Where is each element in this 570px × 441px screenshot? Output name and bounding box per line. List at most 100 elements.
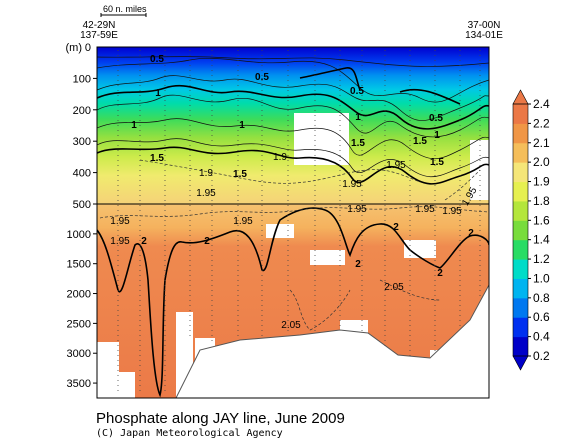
y-tick-500-label: 500 [73,199,91,211]
colorbar-swatch [513,123,528,144]
contour-labels: 0.5 0.5 0.5 0.5 1 1 1 1 1 1.5 1.5 1.5 1.… [110,54,479,331]
contour-label-0-5c: 0.5 [350,86,364,97]
colorbar-swatch [513,278,528,299]
colorbar-swatch [513,162,528,183]
colorbar-label: 1.8 [533,194,550,208]
contour-label-0-5b: 0.5 [255,72,269,83]
colorbar-swatch [513,142,528,163]
contour-label-2c: 2 [355,259,361,270]
colorbar-swatch [513,181,528,202]
station-header: 60 n. miles 42-29N 137-59E 37-00N 134-01… [80,4,503,41]
colorbar-label: 1.0 [533,271,550,285]
colorbar-label: 2.2 [533,116,550,130]
contour-label-2f: 2 [468,228,474,239]
contour-label-1-95c: 1.95 [386,160,406,171]
colorbar-swatch [513,297,528,318]
contour-label-1-95b: 1.95 [342,179,362,190]
colorbar-frame [512,103,529,357]
y-tick-0-label: 0 [85,42,91,54]
contour-label-1b: 1 [239,120,245,131]
upper-contours-bold [97,67,489,185]
y-tick-3500-label: 3500 [67,378,91,390]
colorbar-swatch [513,317,528,338]
y-tick-300-label: 300 [73,136,91,148]
colorbar-swatch [513,200,528,221]
lower-contours-bold [97,207,489,398]
colorbar-label: 1.9 [533,175,550,189]
contour-label-1d: 1 [434,130,440,141]
chart-title: Phosphate along JAY line, June 2009 [96,410,345,427]
contour-label-1-5e: 1.5 [413,136,427,147]
no-data-areas [97,113,489,398]
station-sample-dots [117,50,481,395]
left-station-lat: 42-29N [83,20,116,31]
svg-text:0.5: 0.5 [150,54,164,65]
contour-label-1-5b: 1.5 [233,169,247,180]
y-tick-3000-label: 3000 [67,348,91,360]
contour-label-1-5a: 1.5 [150,153,164,164]
contour-label-1a: 1 [155,88,161,99]
contour-label-1c: 1 [355,112,361,123]
y-tick-2000-label: 2000 [67,289,91,301]
contour-label-2e: 2 [393,222,399,233]
colorbar-label: 2.0 [533,155,550,169]
contour-label-2-05b: 2.05 [281,320,301,331]
contour-label-1-95f: 1.95 [233,216,253,227]
colorbar-label: 1.4 [533,233,550,247]
upper-dashed-contours [139,159,481,201]
y-tick-1500-label: 1500 [67,259,91,271]
y-axis-unit: (m) [66,42,83,54]
contour-label-0-5d: 0.5 [429,113,443,124]
y-tick-1000-label: 1000 [67,229,91,241]
colorbar-label: 0.8 [533,291,550,305]
colorbar-label: 0.2 [533,349,550,363]
contour-label-1-95e: 1.95 [110,236,130,247]
colorbar-top-extend [512,89,529,105]
contour-label-1e: 1 [131,120,137,131]
colorbar-label: 0.6 [533,310,550,324]
y-tick-200-label: 200 [73,105,91,117]
contour-label-1-9a: 1.9 [199,168,213,179]
contour-label-2a: 2 [141,236,147,247]
right-station-lat: 37-00N [468,20,501,31]
upper-contours [97,56,489,178]
contour-label-1-95d: 1.95 [110,216,130,227]
colorbar-swatch [513,220,528,241]
chart-credit: (C) Japan Meteorological Agency [96,428,283,439]
lower-dashed-contours [99,206,489,331]
contour-label-1-5c: 1.5 [351,138,365,149]
colorbar-label: 0.4 [533,330,550,344]
colorbar-label: 1.6 [533,213,550,227]
colorbar-label: 2.4 [533,97,550,111]
colorbar-swatch [513,336,528,357]
colorbar: 0.2 0.4 0.6 0.8 1.0 1.2 1.4 1.6 1.8 1.9 2.0 2.1 2.2 2… [512,89,550,371]
contour-label-1-9b: 1.9 [273,152,287,163]
colorbar-swatch [513,239,528,260]
y-tick-100-label: 100 [73,73,91,85]
contour-label-1-95a: 1.95 [196,188,216,199]
y-axis: (m) 100 200 300 400 500 0 1000 1500 2000 2500 300… [66,42,97,390]
y-tick-400-label: 400 [73,168,91,180]
contour-label-0-5a: 0.5 [150,54,164,65]
colorbar-bottom-extend [512,355,529,371]
right-station-lon: 134-01E [465,30,503,41]
section-plot: 0.5 0.5 0.5 0.5 1 1 1 1 1 1.5 1.5 1.5 1.… [97,47,489,398]
colorbar-swatch [513,104,528,124]
contour-label-1-95i: 1.95 [442,206,462,217]
contour-label-1-95h: 1.95 [415,204,435,215]
colorbar-label: 1.2 [533,252,550,266]
colorbar-label: 2.1 [533,136,550,150]
contour-label-2d: 2 [437,268,443,279]
contour-label-2b: 2 [204,236,210,247]
contour-label-2-05a: 2.05 [384,282,404,293]
upper-panel-fill [97,47,489,204]
y-tick-2500-label: 2500 [67,318,91,330]
contour-label-1-95g: 1.95 [347,204,367,215]
left-station-lon: 137-59E [80,30,118,41]
colorbar-swatch [513,259,528,279]
contour-label-1-5d: 1.5 [430,157,444,168]
seafloor-line [175,284,489,398]
plot-frame [96,46,490,399]
scale-label: 60 n. miles [103,4,147,14]
